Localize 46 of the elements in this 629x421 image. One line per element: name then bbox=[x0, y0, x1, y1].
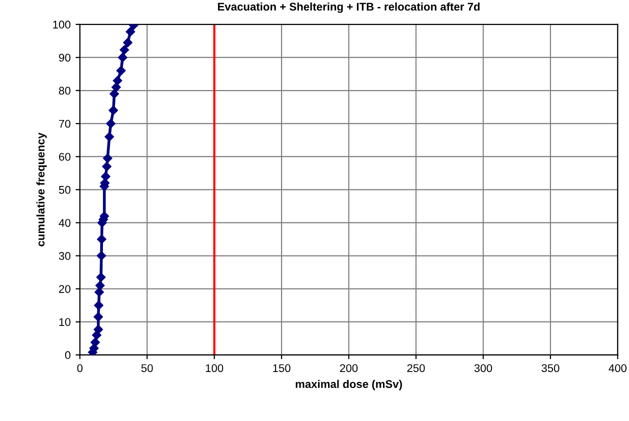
y-tick-label: 30 bbox=[58, 252, 70, 260]
y-tick-label: 10 bbox=[59, 318, 70, 326]
point bbox=[112, 76, 122, 86]
point bbox=[95, 280, 105, 290]
point bbox=[120, 45, 130, 54]
x-tick-label: 400 bbox=[608, 364, 627, 372]
x-tick-label: 0 bbox=[77, 364, 83, 372]
x-tick-label: 300 bbox=[474, 364, 492, 372]
y-tick-label: 90 bbox=[59, 54, 70, 62]
y-tick-label: 70 bbox=[59, 120, 70, 128]
point bbox=[104, 132, 114, 142]
x-tick-label: 100 bbox=[206, 364, 224, 372]
y-tick-label: 0 bbox=[65, 351, 70, 360]
point bbox=[112, 82, 121, 92]
point bbox=[96, 251, 106, 260]
point bbox=[126, 27, 136, 36]
y-tick-label: 100 bbox=[53, 20, 70, 29]
point bbox=[90, 338, 100, 347]
point bbox=[106, 118, 116, 128]
point bbox=[96, 272, 106, 282]
point bbox=[118, 52, 128, 62]
y-tick-label: 40 bbox=[58, 218, 70, 227]
y-tick-label: 20 bbox=[59, 285, 70, 293]
y-tick-label: 60 bbox=[59, 152, 70, 161]
x-tick-label: 50 bbox=[141, 364, 153, 372]
point bbox=[97, 234, 106, 244]
point bbox=[102, 162, 112, 172]
point bbox=[94, 324, 103, 334]
y-axis-title: cumulative frequency bbox=[36, 132, 47, 246]
y-tick-label: 80 bbox=[58, 86, 70, 95]
y-tick-label: 50 bbox=[58, 186, 70, 194]
x-tick-label: 150 bbox=[273, 364, 290, 372]
chart-title: Evacuation + Sheltering + ITB - relocation after 7d bbox=[218, 2, 480, 13]
point bbox=[110, 89, 119, 98]
point bbox=[101, 172, 110, 182]
point bbox=[123, 38, 132, 48]
point bbox=[94, 287, 104, 297]
x-axis-title: maximal dose (mSv) bbox=[296, 380, 402, 390]
x-tick-label: 350 bbox=[542, 364, 560, 372]
point bbox=[102, 154, 112, 163]
x-tick-label: 250 bbox=[407, 364, 425, 372]
point bbox=[108, 106, 118, 115]
point bbox=[94, 300, 104, 310]
point bbox=[94, 312, 103, 322]
x-tick-label: 200 bbox=[340, 364, 358, 372]
point bbox=[116, 66, 126, 76]
